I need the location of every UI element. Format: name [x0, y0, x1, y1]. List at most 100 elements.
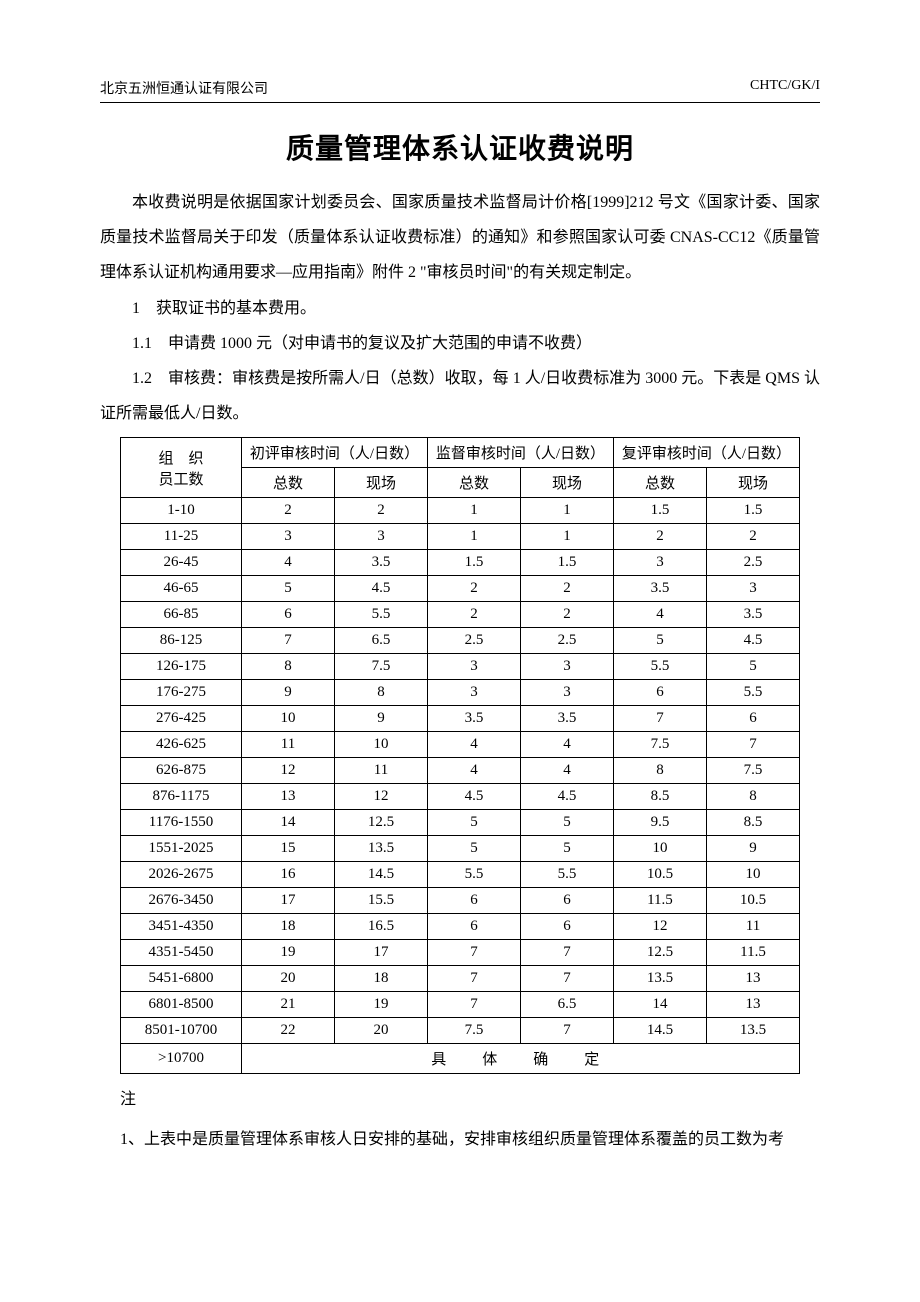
cell-range: 5451-6800 [121, 966, 242, 992]
table-row: 46-6554.5223.53 [121, 576, 800, 602]
cell-surv-total: 4 [427, 758, 520, 784]
cell-surv-site: 6.5 [520, 992, 613, 1018]
cell-range: 26-45 [121, 550, 242, 576]
cell-surv-total: 7 [427, 966, 520, 992]
cell-recert-site: 3.5 [706, 602, 799, 628]
cell-surv-site: 6 [520, 914, 613, 940]
cell-recert-site: 11 [706, 914, 799, 940]
table-row: 2676-34501715.56611.510.5 [121, 888, 800, 914]
table-head: 组 织 员工数 初评审核时间（人/日数） 监督审核时间（人/日数） 复评审核时间… [121, 438, 800, 498]
cell-recert-total: 8.5 [613, 784, 706, 810]
cell-initial-total: 13 [242, 784, 335, 810]
table-row: 11-25331122 [121, 524, 800, 550]
cell-initial-total: 21 [242, 992, 335, 1018]
cell-range: 8501-10700 [121, 1018, 242, 1044]
cell-surv-total: 6 [427, 888, 520, 914]
cell-surv-site: 7 [520, 1018, 613, 1044]
cell-range: 1-10 [121, 498, 242, 524]
table-row: 426-6251110447.57 [121, 732, 800, 758]
cell-recert-total: 12.5 [613, 940, 706, 966]
cell-surv-site: 5 [520, 836, 613, 862]
cell-range: 876-1175 [121, 784, 242, 810]
cell-surv-site: 3 [520, 654, 613, 680]
cell-recert-site: 5.5 [706, 680, 799, 706]
table-row: 176-275983365.5 [121, 680, 800, 706]
table-row: 1551-20251513.555109 [121, 836, 800, 862]
cell-surv-site: 2 [520, 602, 613, 628]
cell-tbd: 具 体 确 定 [242, 1044, 800, 1074]
cell-surv-total: 5.5 [427, 862, 520, 888]
cell-surv-site: 6 [520, 888, 613, 914]
item-1: 1 获取证书的基本费用。 [100, 291, 820, 326]
table-head-row-1: 组 织 员工数 初评审核时间（人/日数） 监督审核时间（人/日数） 复评审核时间… [121, 438, 800, 468]
cell-range: 11-25 [121, 524, 242, 550]
cell-initial-site: 11 [334, 758, 427, 784]
cell-recert-site: 13.5 [706, 1018, 799, 1044]
table-row: 626-87512114487.5 [121, 758, 800, 784]
table-row: 276-4251093.53.576 [121, 706, 800, 732]
header-left: 北京五洲恒通认证有限公司 [100, 78, 268, 98]
cell-initial-total: 14 [242, 810, 335, 836]
cell-surv-total: 5 [427, 810, 520, 836]
cell-range: 1176-1550 [121, 810, 242, 836]
cell-range: 426-625 [121, 732, 242, 758]
notes-label: 注 [120, 1084, 820, 1116]
cell-initial-total: 20 [242, 966, 335, 992]
cell-range: >10700 [121, 1044, 242, 1074]
cell-initial-total: 10 [242, 706, 335, 732]
cell-range: 2676-3450 [121, 888, 242, 914]
cell-initial-site: 2 [334, 498, 427, 524]
cell-recert-total: 9.5 [613, 810, 706, 836]
table-row: 4351-545019177712.511.5 [121, 940, 800, 966]
cell-initial-site: 12 [334, 784, 427, 810]
cell-recert-site: 5 [706, 654, 799, 680]
sub-site-1: 现场 [334, 468, 427, 498]
cell-surv-total: 3 [427, 680, 520, 706]
cell-initial-site: 6.5 [334, 628, 427, 654]
cell-surv-total: 4 [427, 732, 520, 758]
cell-initial-total: 2 [242, 498, 335, 524]
table-row: 876-117513124.54.58.58 [121, 784, 800, 810]
cell-range: 66-85 [121, 602, 242, 628]
table-row: 8501-1070022207.5714.513.5 [121, 1018, 800, 1044]
cell-recert-site: 8.5 [706, 810, 799, 836]
cell-range: 176-275 [121, 680, 242, 706]
cell-initial-site: 20 [334, 1018, 427, 1044]
table-row: 126-17587.5335.55 [121, 654, 800, 680]
cell-surv-site: 1 [520, 498, 613, 524]
cell-surv-total: 1 [427, 524, 520, 550]
cell-recert-total: 5 [613, 628, 706, 654]
cell-initial-site: 3.5 [334, 550, 427, 576]
cell-recert-total: 10.5 [613, 862, 706, 888]
table-row: 1-1022111.51.5 [121, 498, 800, 524]
note-1: 1、上表中是质量管理体系审核人日安排的基础，安排审核组织质量管理体系覆盖的员工数… [120, 1122, 820, 1157]
cell-initial-total: 15 [242, 836, 335, 862]
table-row: 86-12576.52.52.554.5 [121, 628, 800, 654]
cell-recert-total: 12 [613, 914, 706, 940]
cell-recert-total: 2 [613, 524, 706, 550]
cell-initial-site: 15.5 [334, 888, 427, 914]
cell-surv-total: 6 [427, 914, 520, 940]
cell-recert-site: 1.5 [706, 498, 799, 524]
cell-recert-total: 5.5 [613, 654, 706, 680]
sub-total-3: 总数 [613, 468, 706, 498]
cell-recert-total: 13.5 [613, 966, 706, 992]
sub-total-1: 总数 [242, 468, 335, 498]
cell-range: 6801-8500 [121, 992, 242, 1018]
item-1-1: 1.1 申请费 1000 元（对申请书的复议及扩大范围的申请不收费） [100, 326, 820, 361]
col-employees-l1: 组 织 [158, 451, 203, 467]
cell-initial-site: 18 [334, 966, 427, 992]
cell-recert-site: 13 [706, 966, 799, 992]
cell-range: 3451-4350 [121, 914, 242, 940]
cell-recert-site: 7.5 [706, 758, 799, 784]
cell-recert-site: 4.5 [706, 628, 799, 654]
cell-surv-total: 7.5 [427, 1018, 520, 1044]
table-row: 6801-8500211976.51413 [121, 992, 800, 1018]
table-row: 66-8565.52243.5 [121, 602, 800, 628]
cell-initial-site: 5.5 [334, 602, 427, 628]
cell-recert-total: 1.5 [613, 498, 706, 524]
table-body: 1-1022111.51.511-2533112226-4543.51.51.5… [121, 498, 800, 1074]
cell-initial-site: 9 [334, 706, 427, 732]
cell-initial-site: 19 [334, 992, 427, 1018]
cell-initial-total: 16 [242, 862, 335, 888]
